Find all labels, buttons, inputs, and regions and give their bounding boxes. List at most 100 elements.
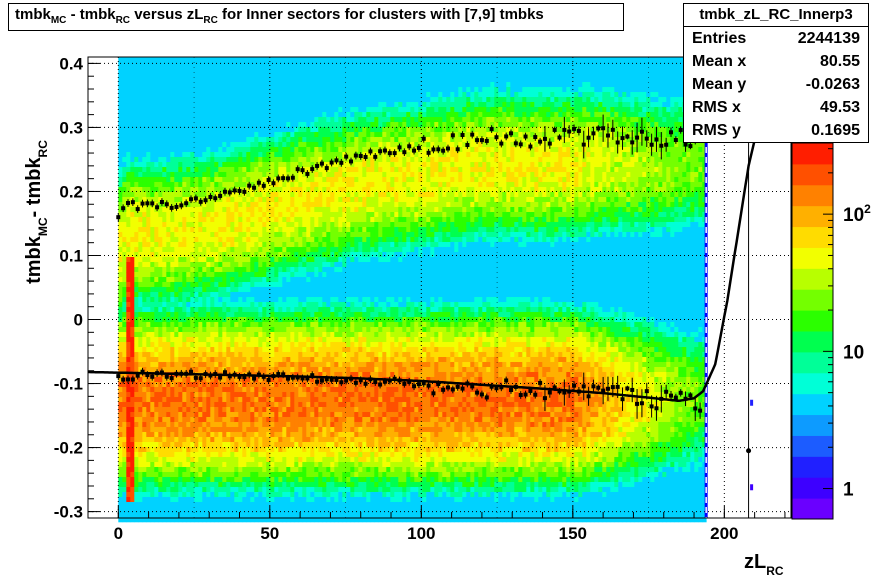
upper-profile-point <box>509 131 514 136</box>
lower-profile-point <box>373 380 378 385</box>
stats-row-rms-x: RMS x 49.53 <box>692 99 860 116</box>
plot-frame <box>87 56 792 519</box>
colorbar-swatch <box>792 184 833 207</box>
lower-profile-point <box>441 387 446 392</box>
markers <box>746 399 754 491</box>
lower-profile-point <box>198 376 203 381</box>
colorbar-labels: 1 10 102 <box>823 148 871 501</box>
upper-profile-point <box>567 129 572 134</box>
lower-profile-point <box>305 376 310 381</box>
upper-profile-point <box>669 130 674 135</box>
upper-profile-point <box>455 147 460 152</box>
upper-profile-point <box>431 147 436 152</box>
upper-profile-point <box>470 132 475 137</box>
colorbar-swatch <box>792 163 833 186</box>
upper-profile-point <box>630 140 635 145</box>
lower-profile-point <box>382 379 387 384</box>
upper-profile-point <box>639 129 644 134</box>
lower-profile-point <box>649 404 654 409</box>
lower-profile-point <box>116 374 121 379</box>
upper-profile-point <box>673 138 678 143</box>
lower-profile-point <box>344 378 349 383</box>
lower-profile-point <box>281 372 286 377</box>
lower-profile-point <box>615 384 620 389</box>
upper-profile-point <box>363 154 368 159</box>
lower-profile-point <box>135 373 140 378</box>
upper-profile-point <box>610 127 615 132</box>
lower-profile-point <box>572 383 577 388</box>
lower-profile-point <box>664 389 669 394</box>
stats-row-mean-x: Mean x 80.55 <box>692 53 860 70</box>
upper-profile-point <box>150 201 155 206</box>
colorbar-label: 1 <box>843 480 854 501</box>
upper-profile-point <box>402 150 407 155</box>
upper-profile-point <box>586 135 591 140</box>
upper-profile-point <box>344 154 349 159</box>
colorbar-swatch <box>792 226 833 248</box>
y-tick-label: 0.1 <box>59 246 83 265</box>
lower-profile-point <box>363 381 368 386</box>
lower-profile-point <box>601 388 606 393</box>
lower-profile-point <box>635 401 640 406</box>
upper-profile-point <box>310 167 315 172</box>
stats-name: tmbk_zL_RC_Innerp3 <box>684 4 868 27</box>
upper-profile-point <box>489 127 494 132</box>
upper-profile-point <box>179 203 184 208</box>
upper-profile-point <box>465 143 470 148</box>
upper-profile-point <box>552 127 557 132</box>
upper-profile-point <box>256 180 261 185</box>
upper-profile-point <box>353 153 358 158</box>
upper-profile-point <box>193 196 198 201</box>
colorbar-frame <box>791 142 834 520</box>
upper-profile-point <box>300 168 305 173</box>
upper-profile-point <box>329 160 334 165</box>
colorbar-swatch <box>792 393 833 416</box>
lower-profile-point <box>528 388 533 393</box>
lower-profile-point <box>237 374 242 379</box>
colorbar-swatch <box>792 372 833 395</box>
upper-profile <box>116 114 703 222</box>
chart-title: tmbkMC - tmbkRC versus zLRC for Inner se… <box>8 3 624 31</box>
lower-profile-point <box>533 392 538 397</box>
upper-profile-point <box>174 204 179 209</box>
upper-profile-point <box>189 197 194 202</box>
upper-profile-point <box>620 136 625 141</box>
upper-profile-point <box>421 136 426 141</box>
upper-profile-point <box>145 201 150 206</box>
lower-profile-point <box>693 406 698 411</box>
lower-profile-point <box>164 374 169 379</box>
upper-profile-point <box>576 128 581 133</box>
lower-profile-point <box>402 381 407 386</box>
upper-profile-point <box>659 143 664 148</box>
lower-profile-point <box>353 380 358 385</box>
upper-profile-point <box>562 127 567 132</box>
lower-profile-point <box>412 384 417 389</box>
upper-profile-point <box>615 140 620 145</box>
x-axis: 0 50 100 150 200 <box>87 506 786 543</box>
lower-profile-point <box>509 388 514 393</box>
lower-profile-point <box>300 376 305 381</box>
lower-profile-point <box>150 374 155 379</box>
lower-profile-point <box>562 390 567 395</box>
upper-profile-point <box>475 138 480 143</box>
lower-profile-point <box>639 401 644 406</box>
x-axis-title: zLRC <box>744 551 784 578</box>
lower-profile-point <box>475 390 480 395</box>
upper-profile-point <box>528 144 533 149</box>
y-tick-label: -0.1 <box>54 375 83 394</box>
lower-profile-point <box>460 386 465 391</box>
lower-profile-point <box>145 373 150 378</box>
upper-profile-point <box>252 185 257 190</box>
lower-profile-point <box>407 379 412 384</box>
lower-profile-point <box>436 382 441 387</box>
upper-profile-point <box>412 148 417 153</box>
upper-profile-point <box>315 163 320 168</box>
upper-profile-point <box>572 126 577 131</box>
upper-profile-point <box>416 145 421 150</box>
upper-profile-point <box>116 215 121 220</box>
lower-profile-point <box>416 382 421 387</box>
lower-profile-point <box>121 377 126 382</box>
upper-profile-point <box>644 136 649 141</box>
upper-profile-point <box>542 136 547 141</box>
